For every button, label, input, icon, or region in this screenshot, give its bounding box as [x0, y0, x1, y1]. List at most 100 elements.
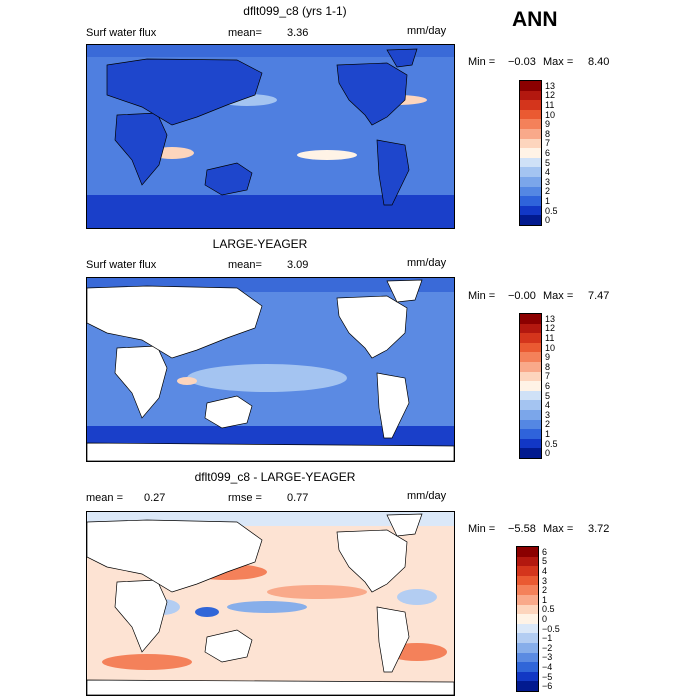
colorbar-swatch	[520, 128, 541, 139]
colorbar-tick-label: −0.5	[542, 623, 560, 634]
panel2-title: LARGE-YEAGER	[212, 237, 308, 251]
colorbar-swatch	[520, 81, 541, 91]
colorbar-swatch	[517, 594, 538, 605]
colorbar-tick-label: 12	[545, 90, 556, 101]
colorbar-swatch	[517, 662, 538, 672]
colorbar-tick-label: −4	[542, 662, 553, 672]
colorbar-swatch	[520, 119, 541, 129]
colorbar-swatch	[520, 438, 541, 449]
colorbar-tick-label: 0	[542, 614, 548, 624]
colorbar-swatch	[520, 109, 541, 120]
panel1-units: mm/day	[407, 25, 447, 37]
colorbar-tick-label: 3	[542, 575, 548, 586]
panel1-southern-band	[87, 195, 454, 228]
panel2-map	[86, 277, 455, 462]
panel1-land	[106, 48, 418, 206]
panel3-eq-negative	[227, 601, 307, 613]
panel1-colorbar	[519, 80, 542, 226]
panel1-min-text: Min =	[468, 56, 496, 68]
panel3-land	[87, 513, 454, 695]
colorbar-swatch	[520, 314, 541, 324]
panel3-rmse-label: rmse =	[228, 492, 262, 504]
colorbar-tick-label: 2	[545, 186, 551, 197]
colorbar-swatch	[517, 623, 538, 634]
colorbar-swatch	[517, 575, 538, 586]
panel2-itcz-spot	[177, 377, 197, 385]
colorbar-tick-label: 8	[545, 361, 551, 372]
panel3-map	[86, 511, 455, 696]
colorbar-swatch	[520, 429, 541, 439]
colorbar-tick-label: 11	[545, 333, 555, 343]
colorbar-swatch	[517, 547, 538, 557]
colorbar-swatch	[520, 352, 541, 362]
colorbar-tick-label: 0.5	[545, 205, 558, 216]
panel2-units: mm/day	[407, 257, 447, 269]
colorbar-tick-label: 0	[545, 215, 551, 226]
colorbar-swatch	[520, 409, 541, 420]
panel2-max-text: Max =	[543, 290, 574, 302]
colorbar-swatch	[517, 633, 538, 643]
panel3-colorbar	[516, 546, 539, 692]
colorbar-swatch	[520, 100, 541, 110]
colorbar-swatch	[520, 138, 541, 149]
panel3-mean-label: mean =	[86, 492, 123, 504]
colorbar-swatch	[520, 205, 541, 216]
colorbar-tick-label: 6	[545, 148, 551, 158]
colorbar-swatch	[520, 186, 541, 197]
panel3-mean-value: 0.27	[144, 492, 166, 504]
colorbar-tick-label: 3	[545, 176, 551, 187]
colorbar-tick-label: 4	[545, 400, 551, 411]
colorbar-tick-label: 11	[545, 100, 555, 110]
colorbar-tick-label: 5	[542, 556, 548, 567]
colorbar-tick-label: −2	[542, 642, 553, 653]
panel1-variable-label: Surf water flux	[86, 27, 157, 39]
panel2-land	[87, 279, 454, 461]
panel1-min-value: −0.03	[508, 56, 536, 68]
colorbar-swatch	[520, 215, 541, 225]
colorbar-swatch	[517, 556, 538, 567]
colorbar-tick-label: 2	[542, 585, 548, 596]
colorbar-tick-label: 9	[545, 352, 551, 363]
panel3-min-value: −5.58	[508, 523, 536, 535]
colorbar-swatch	[520, 400, 541, 410]
panel3-south-indian-positive	[102, 654, 192, 670]
colorbar-swatch	[517, 604, 538, 615]
colorbar-tick-label: 1	[545, 429, 551, 439]
colorbar-tick-label: 8	[545, 128, 551, 139]
panel3-min-text: Min =	[468, 523, 496, 535]
panel1-arctic-band	[87, 45, 454, 57]
colorbar-swatch	[520, 157, 541, 168]
colorbar-tick-label: 2	[545, 419, 551, 430]
colorbar-tick-label: 0	[545, 448, 551, 459]
colorbar-swatch	[520, 448, 541, 458]
colorbar-swatch	[520, 381, 541, 391]
colorbar-swatch	[520, 196, 541, 206]
colorbar-tick-label: −6	[542, 681, 553, 692]
colorbar-tick-label: 1	[542, 594, 548, 605]
colorbar-swatch	[520, 333, 541, 343]
colorbar-swatch	[517, 652, 538, 663]
colorbar-tick-label: 0.5	[545, 438, 558, 449]
colorbar-tick-label: −1	[542, 633, 553, 644]
panel2-min-value: −0.00	[508, 290, 536, 302]
panel1-mean-label: mean=	[228, 27, 262, 39]
colorbar-tick-label: 7	[545, 138, 551, 149]
colorbar-tick-label: 7	[545, 371, 551, 382]
season-label: ANN	[512, 8, 558, 31]
panel1-map	[86, 44, 455, 229]
colorbar-swatch	[520, 323, 541, 334]
panel3-tropical-anomaly	[267, 585, 367, 599]
panel1-map-svg	[87, 45, 454, 228]
colorbar-tick-label: −3	[542, 652, 553, 663]
colorbar-tick-label: 12	[545, 323, 556, 334]
panel2-max-value: 7.47	[588, 290, 610, 302]
panel2-tropical-band	[187, 364, 347, 392]
panel1-max-text: Max =	[543, 56, 574, 68]
colorbar-tick-label: 10	[545, 342, 556, 353]
panel3-map-svg	[87, 512, 454, 695]
colorbar-swatch	[517, 614, 538, 624]
colorbar-tick-label: 1	[545, 196, 551, 206]
panel2-mean-value: 3.09	[287, 259, 309, 271]
colorbar-swatch	[520, 167, 541, 177]
colorbar-tick-label: 5	[545, 390, 551, 401]
